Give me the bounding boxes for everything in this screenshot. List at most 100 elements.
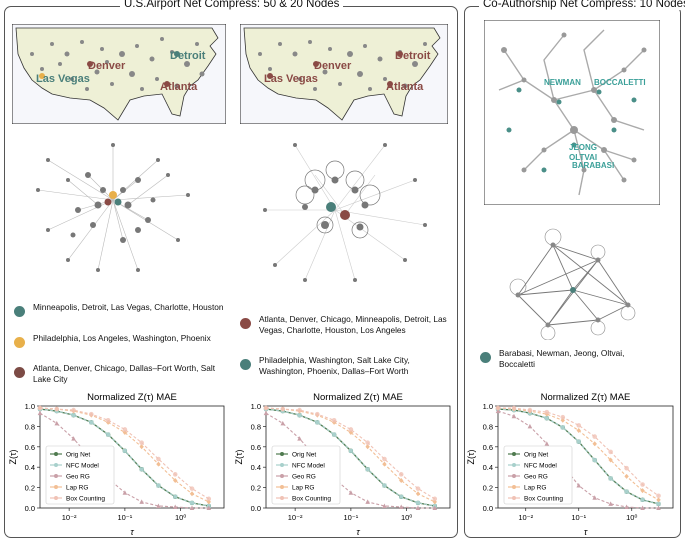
- y-tick-label: 0.2: [25, 484, 35, 493]
- data-point: [608, 476, 613, 481]
- airport-panel-title: U.S.Airport Net Compress: 50 & 20 Nodes: [120, 0, 344, 10]
- legend-label: Lap RG: [524, 485, 546, 492]
- cluster-dot: [14, 367, 25, 378]
- data-point: [576, 483, 582, 488]
- data-point: [348, 427, 354, 432]
- data-point: [71, 413, 76, 418]
- y-tick-label: 0.4: [251, 463, 261, 472]
- data-point: [365, 467, 370, 472]
- x-tick-label: 10⁻¹: [117, 513, 132, 522]
- x-axis-label: τ: [584, 527, 588, 537]
- map-label-denver: Denver: [314, 60, 352, 72]
- legend-b-text: Atlanta, Denver, Chicago, Minneapolis, D…: [259, 314, 447, 335]
- data-point: [576, 423, 582, 428]
- y-tick-label: 0.6: [483, 443, 493, 452]
- legend-c-text: Barabasi, Newman, Jeong, Oltvai, Boccale…: [499, 348, 625, 369]
- data-point: [297, 436, 302, 441]
- data-point: [560, 425, 565, 430]
- data-point: [37, 405, 43, 411]
- data-point: [206, 505, 212, 510]
- legend-label: Orig Net: [524, 452, 548, 459]
- x-tick-label: 10⁻²: [62, 513, 77, 522]
- legend-marker: [54, 496, 58, 500]
- data-point: [398, 472, 404, 477]
- legend-marker: [512, 485, 516, 489]
- mae-plot-a: Normalized Z(τ) MAE 0.0 0.2 0.4 0.6 0.8 1.0 10⁻…: [8, 392, 225, 537]
- legend-box: [503, 445, 573, 505]
- y-tick-label: 0.8: [251, 422, 261, 431]
- cluster-dot: [14, 337, 25, 348]
- x-tick-label: 10⁰: [175, 513, 186, 522]
- x-tick-label: 10⁰: [401, 513, 412, 522]
- data-point: [544, 441, 550, 446]
- legend-b: Atlanta, Denver, Chicago, Minneapolis, D…: [240, 314, 450, 389]
- legend-a-text: Minneapolis, Detroit, Las Vegas, Charlot…: [33, 302, 224, 312]
- us-map-a: Detroit Denver Las Vegas Atlanta: [12, 24, 226, 124]
- data-point: [382, 503, 387, 508]
- data-point: [189, 505, 195, 510]
- y-tick-label: 0.4: [25, 463, 35, 472]
- data-point: [624, 504, 629, 509]
- legend-marker: [54, 485, 58, 489]
- legend-label: Box Counting: [292, 496, 331, 503]
- legend-box: [45, 445, 115, 505]
- data-point: [332, 432, 337, 437]
- series-line: [265, 407, 436, 503]
- x-axis-label: τ: [356, 527, 360, 537]
- chart-title: Normalized Z(τ) MAE: [541, 392, 631, 403]
- data-point: [190, 500, 195, 505]
- data-point: [331, 417, 337, 423]
- data-point: [640, 505, 645, 510]
- legend-a-text: Philadelphia, Los Angeles, Washington, P…: [33, 333, 211, 343]
- y-tick-label: 0.2: [251, 484, 261, 493]
- series-line: [498, 407, 659, 497]
- compressed-graph-a: [36, 143, 190, 272]
- map-label-denver: Denver: [88, 60, 126, 72]
- legend-marker: [280, 452, 284, 456]
- data-point: [399, 494, 404, 499]
- legend-b-text: Philadelphia, Washington, Salt Lake City…: [259, 355, 410, 376]
- data-point: [608, 501, 613, 506]
- author-label-newman: NEWMAN: [544, 78, 581, 87]
- data-point: [511, 413, 517, 419]
- data-point: [365, 444, 370, 450]
- data-point: [348, 490, 354, 495]
- map-label-detroit: Detroit: [170, 50, 206, 62]
- data-point: [382, 483, 387, 488]
- plot-frame: [39, 405, 225, 509]
- author-label-barabasi: BARABASI: [572, 161, 614, 170]
- data-point: [592, 495, 597, 500]
- chart-title: Normalized Z(τ) MAE: [313, 392, 403, 403]
- map-label-atlanta: Atlanta: [386, 81, 424, 93]
- data-point: [122, 448, 127, 453]
- legend-label: Lap RG: [292, 485, 314, 492]
- us-map-b: Detroit Denver Las Vegas Atlanta: [240, 24, 448, 124]
- compressed-graph-c: [509, 228, 636, 340]
- legend-b-item: Philadelphia, Washington, Salt Lake City…: [240, 355, 450, 377]
- legend-c: Barabasi, Newman, Jeong, Oltvai, Boccale…: [480, 348, 660, 378]
- legend-label: NFC Model: [524, 463, 557, 470]
- data-point: [495, 408, 501, 414]
- legend-marker: [280, 474, 284, 478]
- legend-a-item: Philadelphia, Los Angeles, Washington, P…: [14, 333, 224, 348]
- legend-marker: [512, 474, 516, 478]
- cluster-dot: [240, 359, 251, 370]
- y-tick-label: 0.0: [251, 504, 261, 513]
- data-point: [656, 497, 661, 503]
- data-point: [173, 477, 178, 483]
- mae-plot-c: Normalized Z(τ) MAE 0.0 0.2 0.4 0.6 0.8 1.0 10⁻…: [466, 392, 674, 537]
- legend-label: Box Counting: [66, 496, 105, 503]
- data-point: [89, 411, 94, 417]
- data-point: [365, 499, 370, 504]
- us-landmass: [15, 27, 219, 121]
- y-tick-label: 0.4: [483, 463, 493, 472]
- data-point: [139, 499, 144, 504]
- data-point: [156, 461, 161, 467]
- data-point: [54, 420, 60, 426]
- series-line: [39, 407, 210, 503]
- data-point: [432, 505, 438, 510]
- data-point: [398, 504, 404, 509]
- legend-label: Lap RG: [66, 485, 88, 492]
- y-tick-label: 1.0: [25, 402, 35, 411]
- compressed-graph-b: [263, 143, 427, 282]
